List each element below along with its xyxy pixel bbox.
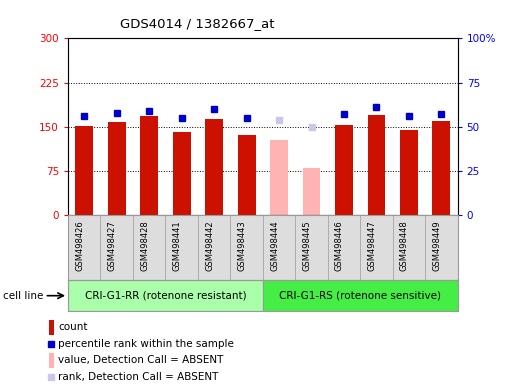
Text: CRI-G1-RS (rotenone sensitive): CRI-G1-RS (rotenone sensitive): [279, 291, 441, 301]
Text: GSM498444: GSM498444: [270, 220, 279, 271]
Bar: [49, 320, 54, 335]
Bar: [140, 116, 158, 215]
Bar: [49, 353, 54, 368]
Text: GSM498446: GSM498446: [335, 220, 344, 271]
Text: CRI-G1-RR (rotenone resistant): CRI-G1-RR (rotenone resistant): [85, 291, 246, 301]
Bar: [400, 130, 418, 215]
Text: GSM498449: GSM498449: [433, 220, 441, 271]
Bar: [263, 280, 458, 311]
Text: GDS4014 / 1382667_at: GDS4014 / 1382667_at: [120, 17, 275, 30]
Bar: [237, 135, 256, 215]
Text: percentile rank within the sample: percentile rank within the sample: [58, 339, 234, 349]
Bar: [75, 126, 93, 215]
Text: GSM498445: GSM498445: [302, 220, 312, 271]
Text: GSM498428: GSM498428: [140, 220, 149, 271]
Text: GSM498447: GSM498447: [368, 220, 377, 271]
Text: cell line: cell line: [3, 291, 43, 301]
Text: GSM498443: GSM498443: [237, 220, 246, 271]
Text: value, Detection Call = ABSENT: value, Detection Call = ABSENT: [58, 356, 223, 366]
Bar: [108, 122, 126, 215]
Text: rank, Detection Call = ABSENT: rank, Detection Call = ABSENT: [58, 372, 219, 382]
Text: GSM498426: GSM498426: [75, 220, 84, 271]
Text: count: count: [58, 322, 87, 332]
Text: GSM498448: GSM498448: [400, 220, 409, 271]
Text: GSM498442: GSM498442: [205, 220, 214, 271]
Bar: [303, 168, 321, 215]
Bar: [270, 140, 288, 215]
Bar: [205, 119, 223, 215]
Bar: [68, 280, 263, 311]
Bar: [335, 125, 353, 215]
Bar: [368, 115, 385, 215]
Bar: [173, 132, 190, 215]
Text: GSM498427: GSM498427: [108, 220, 117, 271]
Bar: [433, 121, 450, 215]
Text: GSM498441: GSM498441: [173, 220, 181, 271]
